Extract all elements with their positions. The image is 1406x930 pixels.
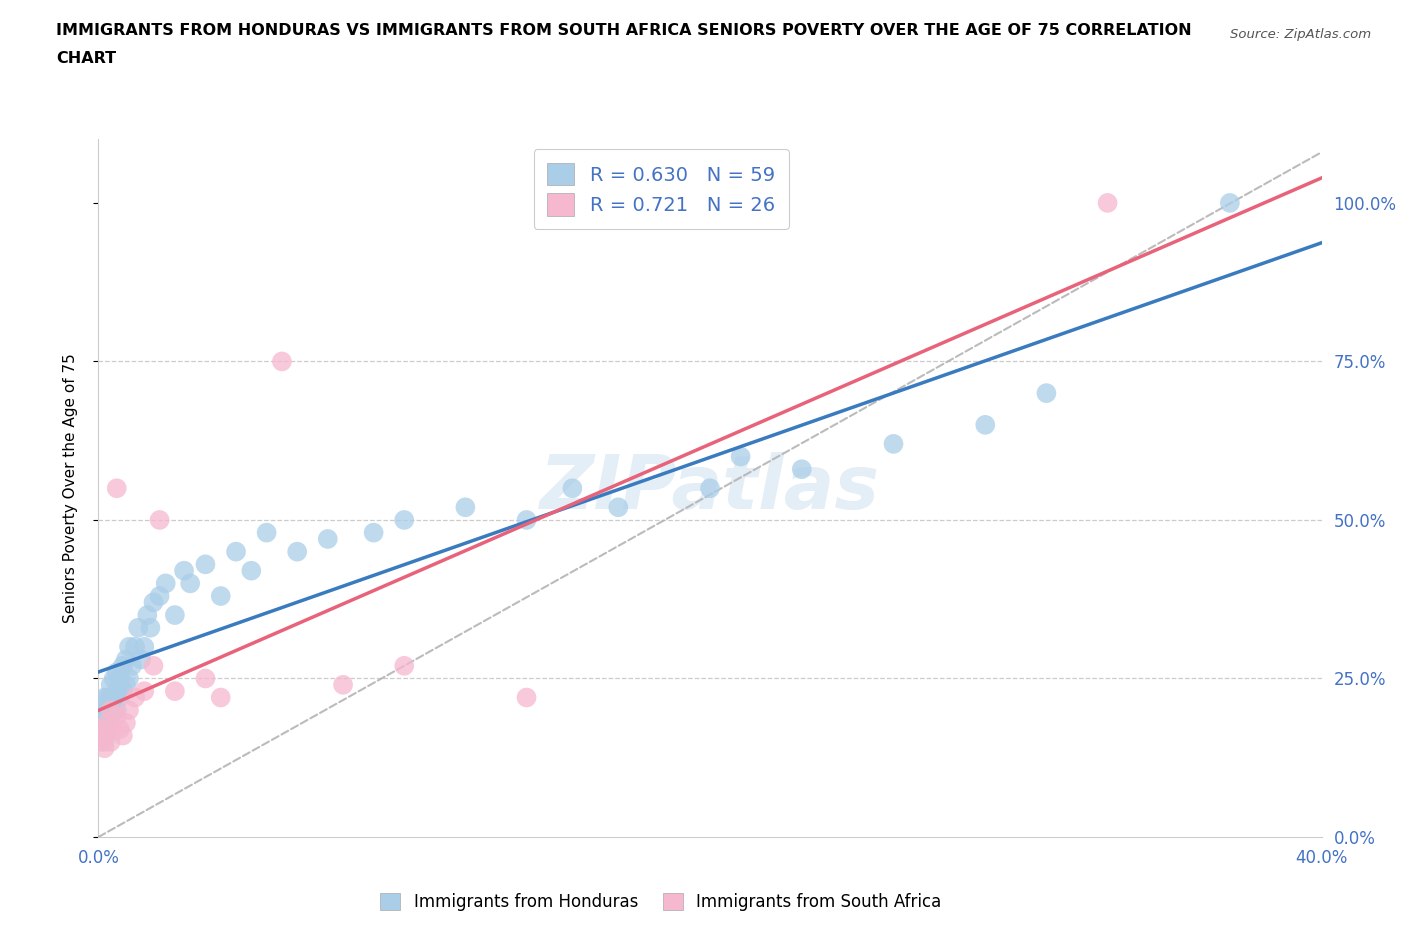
Point (225, 544, 247, 559)
Point (316, 532, 339, 547)
Point (139, 620, 162, 635)
Point (93, 703, 115, 718)
Text: IMMIGRANTS FROM HONDURAS VS IMMIGRANTS FROM SOUTH AFRICA SENIORS POVERTY OVER TH: IMMIGRANTS FROM HONDURAS VS IMMIGRANTS F… (56, 23, 1192, 38)
Point (100, 703, 122, 718)
Text: CHART: CHART (56, 51, 117, 66)
Point (100, 735, 122, 750)
Point (134, 684, 156, 698)
Point (179, 576, 201, 591)
Y-axis label: Seniors Poverty Over the Age of 75: Seniors Poverty Over the Age of 75 (63, 353, 77, 623)
Point (1035, 386, 1057, 401)
Point (883, 436, 905, 451)
Point (124, 639, 146, 654)
Point (163, 607, 186, 622)
Point (115, 652, 138, 667)
Point (127, 620, 149, 635)
Point (97, 715, 120, 730)
Point (561, 481, 583, 496)
Point (115, 677, 138, 692)
Point (163, 684, 186, 698)
Point (90, 709, 112, 724)
Point (142, 658, 165, 673)
Point (607, 499, 630, 514)
Point (90, 722, 112, 737)
Point (332, 677, 354, 692)
Point (111, 658, 134, 673)
Point (149, 512, 172, 527)
Point (100, 690, 122, 705)
Point (93, 715, 115, 730)
Text: Source: ZipAtlas.com: Source: ZipAtlas.com (1230, 28, 1371, 41)
Point (105, 709, 128, 724)
Point (100, 709, 122, 724)
Point (105, 481, 128, 496)
Point (93, 741, 115, 756)
Point (149, 589, 172, 604)
Point (124, 690, 146, 705)
Point (103, 722, 125, 737)
Point (103, 671, 125, 686)
Point (730, 449, 752, 464)
Point (118, 671, 141, 686)
Point (194, 671, 217, 686)
Point (115, 715, 138, 730)
Point (108, 690, 131, 705)
Point (105, 665, 128, 680)
Point (516, 690, 538, 705)
Point (173, 564, 195, 578)
Point (1097, 195, 1119, 210)
Point (392, 658, 416, 673)
Point (105, 684, 128, 698)
Point (97, 690, 120, 705)
Point (108, 671, 131, 686)
Point (974, 418, 997, 432)
Point (142, 595, 165, 610)
Point (256, 525, 278, 540)
Point (97, 703, 120, 718)
Point (209, 589, 232, 604)
Point (285, 544, 308, 559)
Point (103, 703, 125, 718)
Point (118, 703, 141, 718)
Point (363, 525, 385, 540)
Text: ZIPatlas: ZIPatlas (540, 452, 880, 525)
Point (270, 354, 292, 369)
Point (194, 557, 217, 572)
Point (108, 722, 131, 737)
Point (392, 512, 416, 527)
Point (90, 735, 112, 750)
Point (209, 690, 232, 705)
Point (134, 639, 156, 654)
Point (93, 690, 115, 705)
Point (111, 728, 134, 743)
Point (516, 512, 538, 527)
Point (121, 658, 143, 673)
Point (105, 703, 128, 718)
Point (790, 462, 813, 477)
Point (699, 481, 721, 496)
Point (129, 652, 152, 667)
Point (155, 576, 177, 591)
Point (97, 722, 120, 737)
Point (93, 728, 115, 743)
Point (90, 722, 112, 737)
Point (118, 639, 141, 654)
Point (93, 735, 115, 750)
Point (240, 564, 263, 578)
Point (100, 677, 122, 692)
Legend: Immigrants from Honduras, Immigrants from South Africa: Immigrants from Honduras, Immigrants fro… (373, 884, 950, 920)
Point (1219, 195, 1241, 210)
Point (111, 684, 134, 698)
Point (454, 499, 477, 514)
Point (136, 607, 159, 622)
Point (103, 690, 125, 705)
